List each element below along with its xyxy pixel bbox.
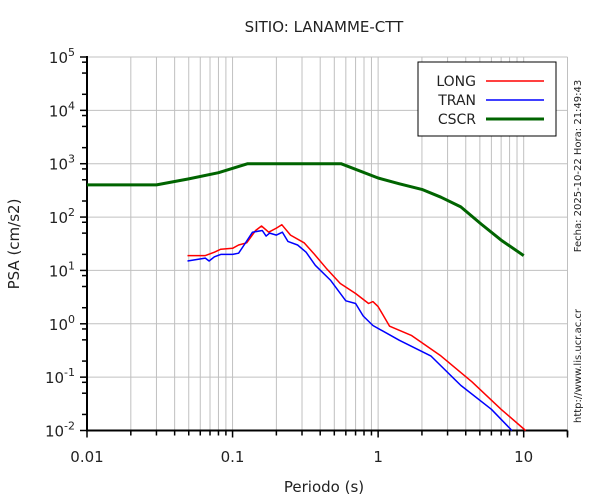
x-tick-label: 10 <box>514 448 533 466</box>
url-note: http://www.lis.ucr.ac.cr <box>573 308 584 423</box>
y-tick-label: 10-1 <box>45 366 75 387</box>
date-time-note: Fecha: 2025-10-22 Hora: 21:49:43 <box>573 80 584 253</box>
y-tick-label: 104 <box>49 99 75 120</box>
y-tick-label: 105 <box>49 46 75 67</box>
y-axis-label: PSA (cm/s2) <box>5 199 23 290</box>
x-tick-label: 1 <box>373 448 383 466</box>
series-line-long <box>187 223 527 432</box>
y-tick-label: 101 <box>49 259 75 280</box>
legend-box <box>417 61 557 137</box>
series-line-tran <box>187 229 513 432</box>
x-tick-label: 0.1 <box>221 448 245 466</box>
x-tick-label: 0.01 <box>70 448 103 466</box>
x-axis-label: Periodo (s) <box>284 478 364 496</box>
legend-label-cscr: CSCR <box>438 112 476 128</box>
legend-label-long: LONG <box>436 74 476 90</box>
legend-label-tran: TRAN <box>437 93 476 109</box>
y-tick-label: 103 <box>49 153 75 174</box>
series-group <box>87 162 527 432</box>
series-line-cscr <box>87 162 525 257</box>
y-tick-label: 102 <box>49 206 75 227</box>
y-tick-label: 100 <box>49 313 75 334</box>
chart-title: SITIO: LANAMME-CTT <box>245 18 404 36</box>
y-tick-label: 10-2 <box>45 420 75 441</box>
legend: LONG TRAN CSCR <box>417 61 557 137</box>
axes: 0.01 0.1 1 10 10-2 10-1 100 101 102 103 104 105 <box>45 46 569 466</box>
